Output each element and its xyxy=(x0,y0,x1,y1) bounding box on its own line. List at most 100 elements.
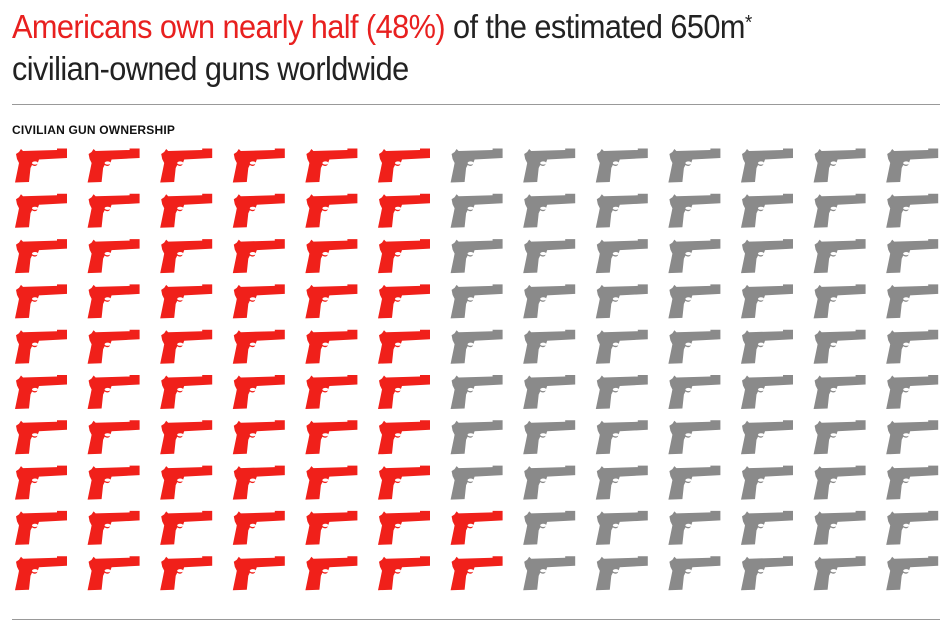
handgun-icon-american xyxy=(232,420,285,455)
handgun-icon-american xyxy=(232,239,285,274)
handgun-icon-rest-of-world xyxy=(450,284,503,319)
headline-line2: civilian-owned guns worldwide xyxy=(12,50,409,87)
headline: Americans own nearly half (48%) of the e… xyxy=(12,6,877,90)
headline-rest: of the estimated 650m xyxy=(445,8,746,45)
handgun-icon-rest-of-world xyxy=(523,329,576,364)
handgun-icon-rest-of-world xyxy=(668,148,721,183)
handgun-icon-american xyxy=(160,510,213,545)
handgun-icon-rest-of-world xyxy=(741,465,793,500)
handgun-icon-rest-of-world xyxy=(813,148,866,183)
handgun-icon-rest-of-world xyxy=(741,375,793,409)
handgun-icon-american xyxy=(232,148,285,183)
handgun-icon-rest-of-world xyxy=(813,329,866,364)
handgun-icon-american xyxy=(15,556,67,591)
handgun-icon-american xyxy=(378,329,430,364)
handgun-icon-rest-of-world xyxy=(741,148,793,183)
handgun-icon-rest-of-world xyxy=(813,465,866,500)
handgun-icon-rest-of-world xyxy=(450,375,503,409)
handgun-icon-american xyxy=(15,239,67,274)
handgun-icon-rest-of-world xyxy=(450,193,503,228)
handgun-icon-american xyxy=(378,510,430,545)
handgun-icon-american xyxy=(15,465,67,500)
handgun-icon-rest-of-world xyxy=(595,284,648,319)
handgun-icon-rest-of-world xyxy=(741,420,793,455)
handgun-icon-rest-of-world xyxy=(668,465,721,500)
footnote-mark: * xyxy=(744,12,752,34)
handgun-icon-american xyxy=(87,375,140,409)
handgun-icon-rest-of-world xyxy=(523,284,576,319)
handgun-icon-rest-of-world xyxy=(886,556,939,591)
handgun-icon-rest-of-world xyxy=(741,193,793,228)
handgun-icon-american xyxy=(305,239,358,274)
handgun-icon-american xyxy=(160,556,213,591)
handgun-icon-american xyxy=(378,465,430,500)
handgun-icon-rest-of-world xyxy=(741,556,793,591)
handgun-icon-rest-of-world xyxy=(668,420,721,455)
handgun-icon-rest-of-world xyxy=(523,556,576,591)
headline-highlight: Americans own nearly half (48%) xyxy=(12,8,446,45)
handgun-icon-rest-of-world xyxy=(523,375,576,409)
handgun-icon-american xyxy=(87,148,140,183)
handgun-icon-american xyxy=(160,239,213,274)
handgun-icon-rest-of-world xyxy=(813,239,866,274)
handgun-icon-american xyxy=(232,375,285,409)
handgun-icon-american xyxy=(87,193,140,228)
handgun-icon-american xyxy=(305,465,358,500)
handgun-icon-rest-of-world xyxy=(813,556,866,591)
handgun-icon-rest-of-world xyxy=(813,284,866,319)
handgun-icon-rest-of-world xyxy=(886,193,939,228)
handgun-icon-rest-of-world xyxy=(523,193,576,228)
handgun-icon-american xyxy=(160,193,213,228)
handgun-icon-american xyxy=(232,284,285,319)
handgun-icon-rest-of-world xyxy=(668,284,721,319)
handgun-icon-american xyxy=(305,284,358,319)
handgun-icon-rest-of-world xyxy=(741,329,793,364)
handgun-icon-american xyxy=(15,510,67,545)
handgun-icon-rest-of-world xyxy=(813,375,866,409)
handgun-icon-american xyxy=(305,510,358,545)
handgun-icon-rest-of-world xyxy=(886,284,939,319)
handgun-icon-rest-of-world xyxy=(813,420,866,455)
handgun-icon-american xyxy=(305,375,358,409)
handgun-icon-american xyxy=(232,510,285,545)
handgun-icon-american xyxy=(378,375,430,409)
handgun-icon-rest-of-world xyxy=(886,329,939,364)
handgun-icon-rest-of-world xyxy=(523,420,576,455)
handgun-icon-american xyxy=(87,329,140,364)
handgun-icon-rest-of-world xyxy=(595,329,648,364)
handgun-icon-rest-of-world xyxy=(668,375,721,409)
handgun-icon-american xyxy=(160,375,213,409)
top-divider xyxy=(12,104,940,105)
handgun-icon-rest-of-world xyxy=(523,510,576,545)
handgun-icon-rest-of-world xyxy=(741,284,793,319)
handgun-icon-rest-of-world xyxy=(595,556,648,591)
handgun-icon-american xyxy=(87,239,140,274)
handgun-icon-american xyxy=(87,465,140,500)
handgun-icon-american xyxy=(378,556,430,591)
handgun-icon-rest-of-world xyxy=(450,420,503,455)
handgun-icon-rest-of-world xyxy=(668,329,721,364)
handgun-icon-american xyxy=(450,556,503,591)
handgun-icon-american xyxy=(232,465,285,500)
handgun-icon-american xyxy=(232,193,285,228)
handgun-icon-american xyxy=(87,284,140,319)
handgun-icon-american xyxy=(305,193,358,228)
handgun-icon-rest-of-world xyxy=(523,148,576,183)
handgun-icon-american xyxy=(15,284,67,319)
handgun-icon-american xyxy=(87,510,140,545)
handgun-icon-rest-of-world xyxy=(595,239,648,274)
handgun-icon-rest-of-world xyxy=(886,465,939,500)
handgun-icon-rest-of-world xyxy=(595,420,648,455)
handgun-icon-american xyxy=(378,193,430,228)
handgun-icon-rest-of-world xyxy=(813,510,866,545)
handgun-icon-rest-of-world xyxy=(595,375,648,409)
handgun-icon-rest-of-world xyxy=(813,193,866,228)
handgun-icon-american xyxy=(15,193,67,228)
handgun-icon-american xyxy=(378,420,430,455)
handgun-icon-rest-of-world xyxy=(523,465,576,500)
bottom-divider xyxy=(12,619,940,620)
handgun-icon-rest-of-world xyxy=(741,239,793,274)
handgun-icon-rest-of-world xyxy=(886,239,939,274)
handgun-icon-rest-of-world xyxy=(886,510,939,545)
